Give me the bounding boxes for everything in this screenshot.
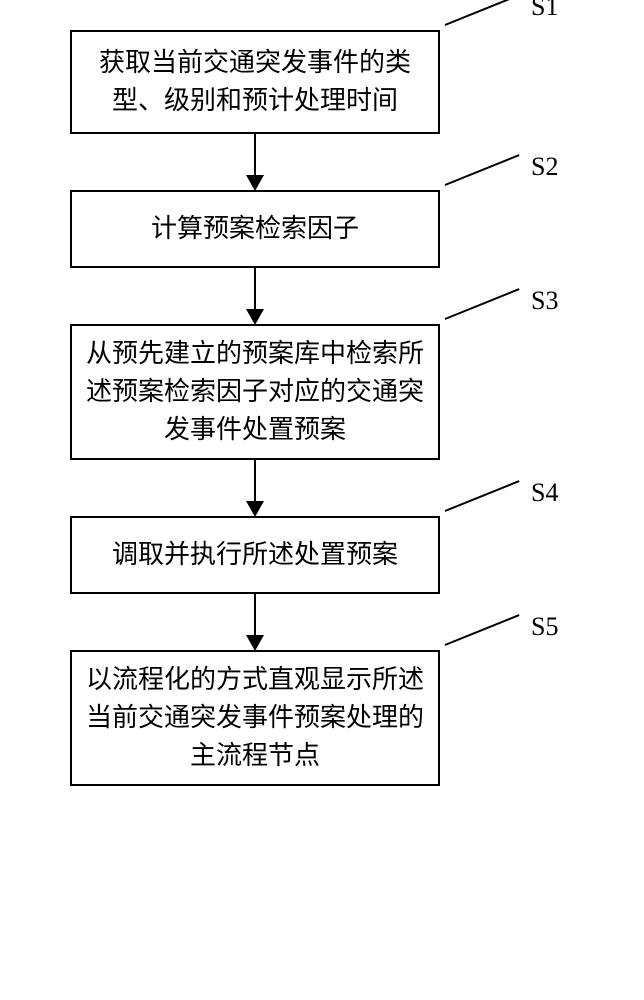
step-label: S2 [531,152,558,182]
flow-step-s5: 以流程化的方式直观显示所述当前交通突发事件预案处理的主流程节点S5 [70,650,570,786]
step-label-wrap: S1 [445,24,558,26]
flow-node: 以流程化的方式直观显示所述当前交通突发事件预案处理的主流程节点 [70,650,440,786]
flow-node: 从预先建立的预案库中检索所述预案检索因子对应的交通突发事件处置预案 [70,324,440,460]
step-label: S5 [531,612,558,642]
step-label-wrap: S5 [445,644,558,646]
arrow-line [254,134,256,176]
step-label-wrap: S4 [445,510,558,512]
step-label-wrap: S3 [445,318,558,320]
flow-arrow [254,268,570,324]
flow-arrow [254,134,570,190]
step-label: S4 [531,478,558,508]
step-label: S3 [531,286,558,316]
arrow-head-icon [246,175,264,191]
flow-node: 计算预案检索因子 [70,190,440,268]
flowchart-container: 获取当前交通突发事件的类型、级别和预计处理时间S1计算预案检索因子S2从预先建立… [70,30,570,786]
arrow-head-icon [246,635,264,651]
arrow-head-icon [246,309,264,325]
flow-step-s3: 从预先建立的预案库中检索所述预案检索因子对应的交通突发事件处置预案S3 [70,324,570,460]
arrow-line [254,460,256,502]
label-connector-line [445,0,520,26]
flow-step-s2: 计算预案检索因子S2 [70,190,570,268]
step-label-wrap: S2 [445,184,558,186]
arrow-head-icon [246,501,264,517]
flow-node: 调取并执行所述处置预案 [70,516,440,594]
flow-node: 获取当前交通突发事件的类型、级别和预计处理时间 [70,30,440,134]
arrow-line [254,268,256,310]
flow-step-s4: 调取并执行所述处置预案S4 [70,516,570,594]
flow-step-s1: 获取当前交通突发事件的类型、级别和预计处理时间S1 [70,30,570,134]
flow-arrow [254,594,570,650]
flow-arrow [254,460,570,516]
arrow-line [254,594,256,636]
step-label: S1 [531,0,558,22]
